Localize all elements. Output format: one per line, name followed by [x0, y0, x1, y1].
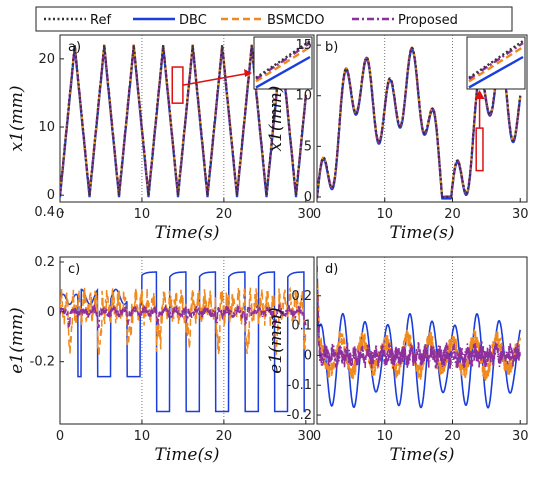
legend-label-ref: Ref	[90, 13, 111, 28]
y-tick-label: 0.2	[34, 255, 55, 270]
y-tick-label: 10	[295, 89, 312, 104]
x-tick-label: 10	[376, 207, 393, 222]
inset	[253, 36, 313, 90]
chart-panel-3: 0 10 20 30 -0.2 0 0.2 0.4 Time(s) e1(mm) c)	[7, 205, 315, 465]
x-tick-label: 30	[298, 207, 315, 222]
series-line-proposed	[317, 280, 521, 369]
y-tick-label: 0	[304, 348, 312, 363]
panel-label: b)	[325, 40, 338, 55]
series-line-ref	[60, 45, 307, 196]
zoom-arrowhead	[474, 90, 485, 99]
y-tick-label: 5	[304, 139, 312, 154]
inset-line-ref	[255, 40, 311, 79]
series-line-proposed	[60, 303, 307, 329]
y-tick-label: -0.2	[30, 355, 55, 370]
series-line-bsmcdo	[60, 286, 307, 357]
panel-label: c)	[68, 262, 80, 277]
x-axis-label: Time(s)	[390, 223, 455, 243]
x-tick-label: 30	[512, 207, 529, 222]
y-tick-label: -0.2	[287, 408, 312, 423]
x-tick-label: 10	[134, 429, 151, 444]
y-tick-label: 0	[304, 190, 312, 205]
series-line-dbc	[60, 271, 306, 413]
legend-item-ref: Ref	[44, 13, 111, 28]
x-tick-label: 20	[444, 429, 461, 444]
chart-panel-4: 0 10 20 30 -0.2 -0.1 0 0.1 0.2 Time(s) e1(mm) d)	[266, 256, 529, 465]
legend: Ref DBC BSMCDO Proposed	[35, 6, 513, 32]
x-tick-label: 10	[134, 207, 151, 222]
legend-label-bsmcdo: BSMCDO	[267, 13, 324, 28]
inset-frame	[253, 36, 313, 90]
x-axis-label: Time(s)	[155, 223, 220, 243]
y-axis-label: e1(mm)	[266, 307, 286, 373]
panel-label: d)	[325, 262, 338, 277]
x-tick-label: 0	[56, 429, 64, 444]
y-axis-label: e1(mm)	[7, 307, 27, 373]
x-tick-label: 0	[313, 429, 321, 444]
x-tick-label: 20	[216, 207, 233, 222]
y-axis-label: x1(mm)	[266, 86, 286, 152]
x-tick-label: 0	[313, 207, 321, 222]
inset	[466, 36, 526, 90]
x-tick-label: 30	[298, 429, 315, 444]
zoom-arrowhead	[244, 69, 252, 77]
series-group	[60, 271, 307, 413]
y-tick-label: 0	[47, 188, 55, 203]
legend-item-bsmcdo: BSMCDO	[221, 13, 324, 28]
y-tick-label: 0	[47, 305, 55, 320]
inset-frame	[466, 36, 526, 90]
zoom-arrow	[182, 72, 251, 86]
inset-line-ref	[468, 40, 524, 79]
legend-box	[35, 6, 513, 32]
series-group	[317, 46, 522, 200]
x-tick-label: 20	[444, 207, 461, 222]
y-tick-label: 0.4	[34, 205, 55, 220]
series-line-proposed	[317, 46, 522, 198]
x-tick-label: 10	[376, 429, 393, 444]
series-line-bsmcdo	[317, 271, 521, 382]
x-tick-label: 30	[512, 429, 529, 444]
series-group	[317, 265, 521, 409]
series-line-dbc	[317, 265, 521, 409]
legend-label-proposed: Proposed	[398, 13, 458, 28]
y-tick-label: -0.1	[287, 378, 312, 393]
x-tick-label: 20	[216, 429, 233, 444]
panel-label: a)	[68, 40, 81, 55]
inset-line-dbc	[468, 55, 524, 89]
legend-label-dbc: DBC	[179, 13, 207, 28]
y-tick-label: 20	[38, 52, 55, 67]
y-tick-label: 10	[38, 120, 55, 135]
inset-line-dbc	[255, 55, 311, 89]
legend-item-proposed: Proposed	[352, 13, 458, 28]
y-tick-label: 15	[295, 38, 312, 53]
x-axis-label: Time(s)	[390, 445, 455, 465]
series-group	[60, 44, 307, 198]
y-tick-label: 0.2	[291, 289, 312, 304]
x-tick-label: 0	[56, 207, 64, 222]
y-tick-label: 0.1	[291, 319, 312, 334]
x-axis-label: Time(s)	[155, 445, 220, 465]
plot-frame	[59, 256, 315, 425]
y-axis-label: x1(mm)	[7, 86, 27, 152]
legend-item-dbc: DBC	[133, 13, 207, 28]
